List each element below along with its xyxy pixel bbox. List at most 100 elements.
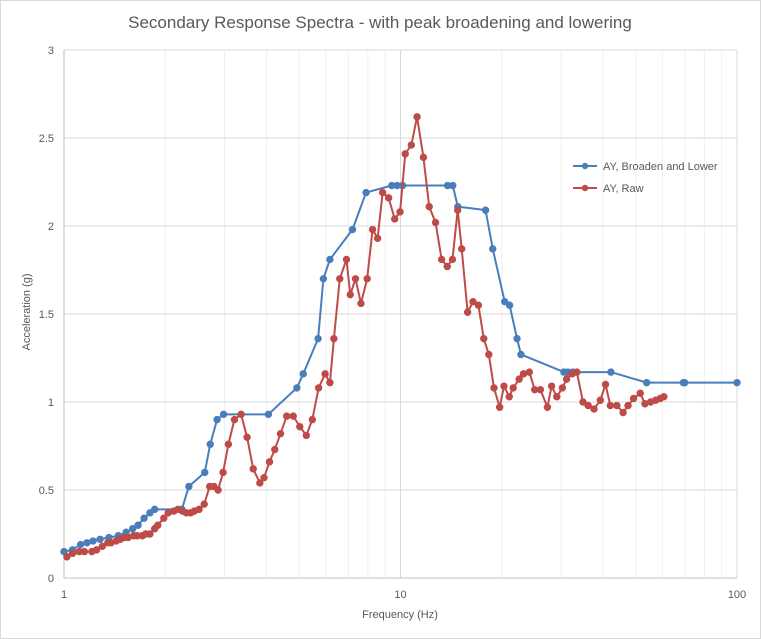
- data-point: [68, 549, 77, 558]
- data-point: [481, 206, 490, 214]
- data-point: [485, 350, 493, 359]
- series-group: [60, 113, 741, 561]
- data-point: [453, 206, 462, 214]
- y-tick-label: 2.5: [39, 133, 54, 145]
- data-point: [362, 188, 370, 197]
- data-point: [89, 537, 97, 545]
- data-point: [505, 301, 514, 309]
- data-point: [553, 393, 561, 401]
- data-point: [590, 405, 598, 413]
- data-point: [509, 384, 517, 392]
- data-point: [489, 245, 497, 253]
- data-point: [140, 514, 148, 522]
- data-point: [260, 473, 268, 482]
- data-point: [525, 368, 534, 376]
- data-point: [314, 384, 323, 392]
- data-point: [579, 398, 587, 406]
- data-point: [98, 542, 107, 551]
- data-point: [437, 255, 446, 264]
- data-point: [321, 370, 329, 378]
- data-point: [185, 482, 193, 491]
- data-point: [629, 394, 638, 403]
- data-point: [547, 382, 556, 390]
- data-point: [96, 535, 104, 543]
- data-point: [219, 468, 227, 477]
- data-point: [543, 403, 552, 411]
- data-point: [606, 401, 615, 410]
- data-point: [613, 401, 621, 410]
- data-point: [213, 415, 221, 424]
- y-axis-title: Acceleration (g): [21, 273, 33, 350]
- data-point: [505, 393, 513, 401]
- data-point: [326, 255, 334, 264]
- data-point: [224, 440, 233, 448]
- axes: [63, 50, 737, 579]
- data-point: [160, 514, 168, 522]
- data-point: [256, 479, 264, 487]
- data-point: [92, 546, 101, 554]
- data-point: [680, 378, 689, 387]
- data-point: [308, 415, 317, 424]
- data-point: [265, 458, 274, 466]
- data-point: [299, 370, 307, 378]
- data-point: [607, 368, 615, 376]
- x-tick-label: 10: [394, 589, 406, 601]
- data-point: [495, 403, 504, 411]
- data-point: [733, 378, 741, 387]
- data-point: [384, 194, 393, 202]
- y-tick-label: 3: [48, 45, 54, 57]
- y-tick-label: 0.5: [39, 485, 54, 497]
- series-raw: [63, 113, 668, 561]
- data-point: [443, 262, 451, 271]
- data-point: [293, 384, 301, 392]
- legend: AY, Broaden and Lower AY, Raw: [573, 161, 718, 195]
- data-point: [474, 301, 483, 309]
- data-point: [289, 412, 297, 420]
- data-point: [558, 384, 567, 392]
- data-point: [336, 275, 344, 283]
- data-point: [146, 530, 154, 538]
- data-point: [584, 401, 592, 410]
- data-point: [619, 408, 627, 417]
- data-point: [230, 415, 239, 424]
- data-point: [351, 275, 360, 283]
- data-point: [319, 275, 328, 283]
- data-point: [302, 431, 311, 440]
- data-point: [63, 553, 71, 561]
- x-tick-label: 100: [728, 589, 746, 601]
- legend-item: AY, Raw: [573, 183, 644, 195]
- gridlines: [63, 49, 738, 579]
- data-point: [154, 521, 162, 529]
- y-tick-label: 0: [48, 573, 54, 585]
- data-point: [500, 382, 508, 390]
- data-point: [326, 378, 334, 387]
- data-point: [642, 378, 651, 387]
- data-point: [363, 275, 371, 283]
- data-point: [348, 225, 357, 234]
- data-point: [76, 540, 85, 549]
- data-point: [314, 334, 322, 343]
- series-broaden-and-lower: [60, 181, 741, 556]
- data-point: [390, 215, 399, 223]
- data-point: [80, 547, 89, 556]
- data-point: [378, 188, 387, 197]
- data-point: [419, 153, 428, 162]
- data-point: [146, 509, 154, 517]
- data-point: [562, 375, 571, 383]
- data-point: [536, 385, 545, 394]
- data-point: [83, 539, 91, 547]
- data-point: [128, 525, 137, 533]
- legend-swatch-marker: [581, 184, 589, 192]
- data-point: [206, 440, 214, 448]
- data-point: [431, 218, 440, 227]
- data-point: [413, 113, 421, 121]
- data-point: [357, 299, 365, 308]
- data-point: [264, 410, 273, 419]
- x-tick-label: 1: [61, 589, 67, 601]
- chart-title: Secondary Response Spectra - with peak b…: [128, 13, 632, 32]
- data-point: [636, 389, 644, 397]
- data-point: [463, 308, 472, 316]
- data-point: [200, 500, 208, 508]
- data-point: [237, 410, 245, 419]
